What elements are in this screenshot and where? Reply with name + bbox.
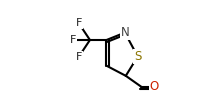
Text: O: O xyxy=(150,80,159,93)
Text: N: N xyxy=(121,26,129,39)
Text: F: F xyxy=(76,18,82,28)
Text: F: F xyxy=(76,52,82,62)
Text: F: F xyxy=(70,35,77,45)
Text: S: S xyxy=(134,50,141,63)
